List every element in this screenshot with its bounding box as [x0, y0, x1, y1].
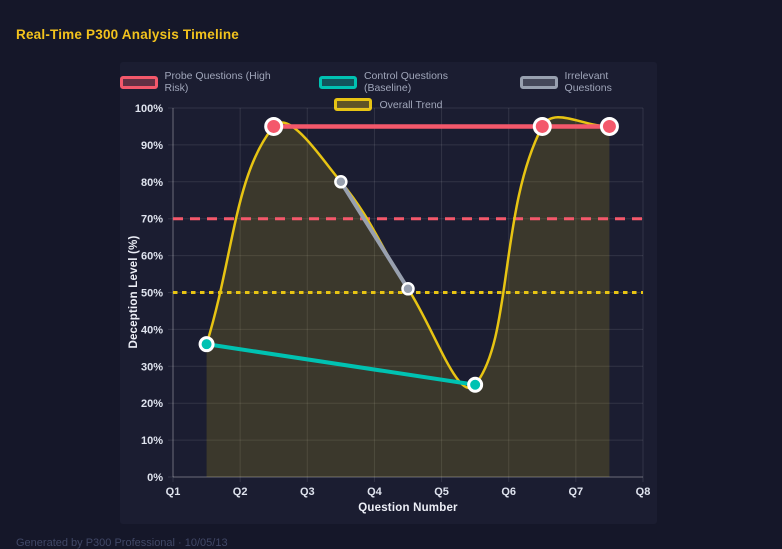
data-point-irrelevant-0[interactable] — [334, 175, 348, 189]
series-line-control — [204, 342, 478, 387]
x-tick-label: Q4 — [367, 486, 383, 498]
x-tick-label: Q2 — [233, 486, 248, 498]
legend-item-control[interactable]: Control Questions (Baseline) — [319, 70, 496, 94]
y-tick-label: 10% — [141, 435, 163, 447]
y-tick-label: 100% — [135, 103, 163, 115]
data-point-probe-0[interactable] — [264, 116, 284, 136]
trend-area — [206, 117, 610, 477]
data-point-probe-1[interactable] — [532, 116, 552, 136]
x-tick-label: Q1 — [166, 486, 181, 498]
legend-row-1: Probe Questions (High Risk) Control Ques… — [120, 70, 657, 94]
page-title: Real-Time P300 Analysis Timeline — [16, 27, 240, 42]
chart-legend: Probe Questions (High Risk) Control Ques… — [120, 70, 657, 111]
legend-label: Overall Trend — [379, 98, 443, 111]
y-tick-label: 70% — [141, 214, 163, 226]
legend-row-2: Overall Trend — [334, 98, 443, 111]
legend-item-probe[interactable]: Probe Questions (High Risk) — [120, 70, 295, 94]
x-tick-label: Q5 — [434, 486, 449, 498]
trend-legend-swatch-icon — [334, 98, 373, 111]
irrelevant-legend-swatch-icon — [520, 75, 558, 89]
data-point-control-1[interactable] — [467, 376, 484, 393]
legend-label: Control Questions (Baseline) — [363, 70, 448, 94]
legend-label: Irrelevant Questions — [564, 70, 612, 94]
legend-item-irrelevant[interactable]: Irrelevant Questions — [520, 70, 657, 94]
y-tick-label: 30% — [141, 361, 163, 373]
data-point-probe-2[interactable] — [599, 116, 619, 136]
x-tick-label: Q3 — [300, 486, 315, 498]
series-line-irrelevant — [338, 179, 410, 291]
legend-item-trend[interactable]: Overall Trend — [334, 98, 443, 111]
y-tick-label: 90% — [141, 140, 163, 152]
x-axis-title: Question Number — [358, 502, 458, 514]
data-point-control-0[interactable] — [198, 336, 215, 353]
control-legend-swatch-icon — [319, 75, 357, 89]
y-tick-label: 0% — [147, 472, 163, 484]
y-tick-label: 80% — [141, 177, 163, 189]
y-tick-label: 40% — [141, 324, 163, 336]
y-tick-label: 50% — [141, 288, 163, 300]
probe-legend-swatch-icon — [120, 75, 158, 89]
y-tick-label: 20% — [141, 398, 163, 410]
y-tick-label: 60% — [141, 251, 163, 263]
x-tick-label: Q7 — [569, 486, 584, 498]
footer-note: Generated by P300 Professional · 10/05/1… — [16, 537, 228, 549]
data-point-irrelevant-1[interactable] — [401, 282, 415, 296]
legend-label: Probe Questions (High Risk) — [164, 70, 271, 94]
x-tick-label: Q6 — [501, 486, 516, 498]
x-tick-label: Q8 — [636, 486, 651, 498]
y-axis-title: Deception Level (%) — [128, 235, 140, 349]
